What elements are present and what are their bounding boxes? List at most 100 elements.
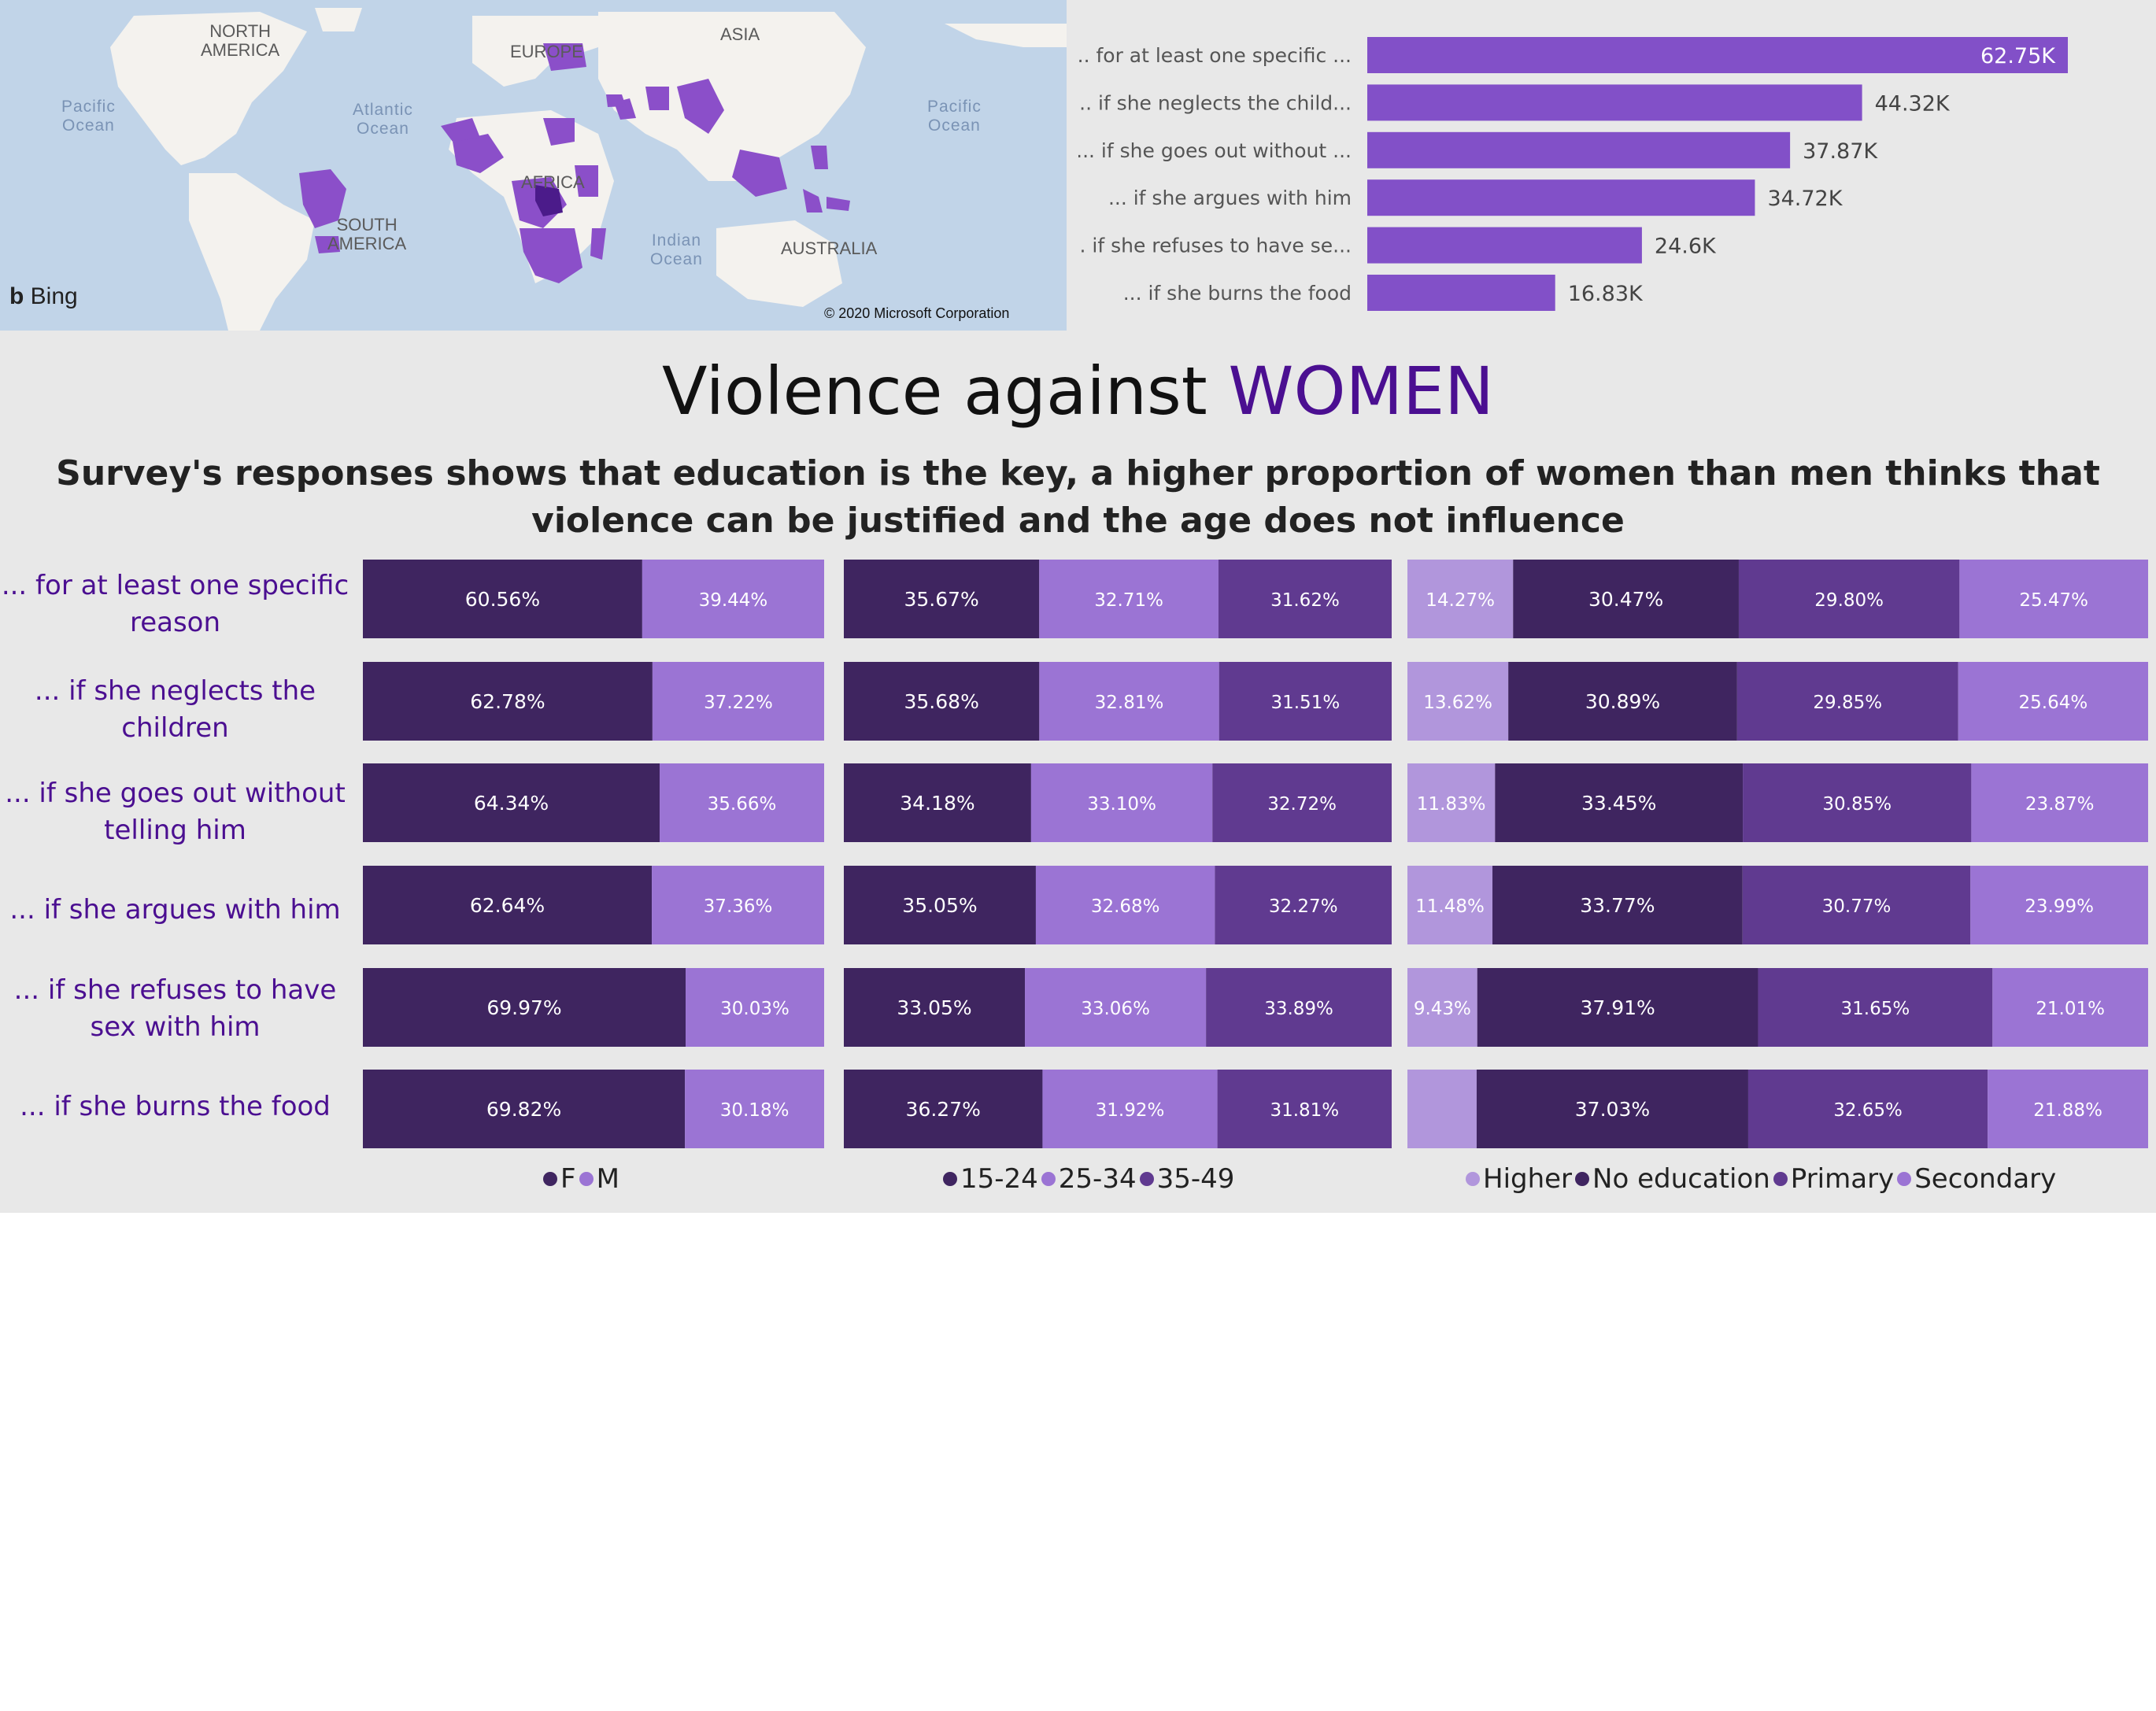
top-bar (1367, 84, 1862, 121)
stacked-segment (1742, 866, 1971, 944)
legend-label: 25-34 (1058, 1163, 1137, 1195)
stacked-segment (1958, 662, 2148, 741)
dashboard: NORTH AMERICA EUROPE ASIA Pacific Ocean … (0, 0, 2156, 1213)
stacked-segment (1747, 1070, 1988, 1148)
stacked-segment (1738, 560, 1960, 638)
stacked-segment-label: 69.97% (486, 996, 561, 1019)
stacked-segment-label: 31.92% (1096, 1100, 1165, 1121)
legend-dot-icon (1139, 1172, 1154, 1186)
stacked-segment (1030, 763, 1213, 842)
bing-label: Bing (30, 283, 78, 309)
stacked-segment-label: 60.56% (465, 588, 540, 611)
legend-item[interactable]: F (543, 1163, 576, 1195)
stacked-segment-label: 13.62% (1423, 693, 1492, 713)
bing-logo: b Bing (9, 283, 78, 310)
stacked-segment-label: 35.05% (902, 894, 977, 917)
legend-item[interactable]: 25-34 (1041, 1163, 1137, 1195)
stacked-segment-label: 64.34% (474, 792, 549, 815)
stacked-segment (1508, 662, 1737, 741)
stacked-segment-label: 33.89% (1264, 999, 1333, 1019)
top-bar-category-label: ... if she refuses to have se... (1078, 235, 1352, 257)
row-label: ... if she refuses to have sex with him (13, 974, 337, 1043)
age-stacked-chart[interactable]: 35.67% 32.71% 31.62% 35.68% 32.81% 31.51% 34.1… (844, 560, 1392, 1153)
stacked-segment (1476, 1070, 1748, 1148)
top-bar-value-label: 16.83K (1568, 282, 1644, 306)
highlighted-country-dark (535, 185, 563, 216)
map-copyright: © 2020 Microsoft Corporation (824, 305, 1010, 321)
stacked-segment (844, 1070, 1043, 1148)
stacked-segment (1215, 866, 1392, 944)
top-bar-chart[interactable]: ... for at least one specific ... 62.75K.… (1067, 24, 2156, 323)
legend-dot-icon (1466, 1172, 1480, 1186)
age-legend[interactable]: 15-24 25-34 35-49 (943, 1163, 1237, 1195)
stacked-segment-label: 21.01% (2036, 999, 2105, 1019)
stacked-segment (1492, 866, 1743, 944)
stacked-segment (1495, 763, 1744, 842)
stacked-segment-label: 25.47% (2019, 590, 2088, 611)
stacked-segment-label: 11.83% (1417, 794, 1486, 815)
stacked-segment-label: 32.72% (1267, 794, 1337, 815)
legend-item[interactable]: 35-49 (1139, 1163, 1235, 1195)
map-label-pacific-right: Pacific Ocean (927, 98, 982, 135)
stacked-segment (1736, 662, 1958, 741)
legend-label: Higher (1483, 1163, 1573, 1195)
legend-label: Secondary (1914, 1163, 2057, 1195)
stacked-segment (652, 662, 824, 741)
row-label: ... if she neglects the children (34, 675, 316, 744)
stacked-segment-label: 33.06% (1081, 999, 1150, 1019)
map-label-south-america: SOUTH AMERICA (327, 215, 407, 253)
stacked-segment-label: 32.65% (1833, 1100, 1903, 1121)
stacked-segment (844, 763, 1031, 842)
legend-dot-icon (1041, 1172, 1056, 1186)
stacked-segment (1971, 763, 2148, 842)
row-label: ... if she goes out without telling him (5, 778, 346, 846)
stacked-segment-label: 35.66% (708, 794, 777, 815)
legend-item[interactable]: Secondary (1897, 1163, 2056, 1195)
legend-label: 35-49 (1156, 1163, 1235, 1195)
stacked-segment-label: 34.18% (900, 792, 974, 815)
stacked-segment (642, 560, 824, 638)
top-bar-category-label: ... for at least one specific ... (1078, 44, 1352, 67)
stacked-segment (1039, 560, 1219, 638)
stacked-segment-label: 36.27% (906, 1098, 981, 1121)
legend-item[interactable]: No education (1575, 1163, 1770, 1195)
stacked-segment-label: 69.82% (486, 1098, 561, 1121)
stacked-segment-label: 33.10% (1087, 794, 1156, 815)
top-bar-value-label: 24.6K (1655, 235, 1717, 259)
title-accent: WOMEN (1228, 353, 1494, 430)
stacked-segment-label: 33.05% (897, 996, 971, 1019)
stacked-segment (1025, 968, 1207, 1047)
stacked-segment-label: 30.18% (720, 1100, 790, 1121)
stacked-segment-label: 37.22% (704, 693, 773, 713)
stacked-segment-label: 25.64% (2019, 693, 2088, 713)
legend-label: 15-24 (960, 1163, 1038, 1195)
stacked-segment (363, 763, 660, 842)
row-label: ... if she burns the food (20, 1090, 331, 1122)
legend-dot-icon (943, 1172, 957, 1186)
stacked-segment (1035, 866, 1215, 944)
education-legend[interactable]: Higher No education Primary Secondary (1466, 1163, 2059, 1195)
stacked-segment (1042, 1070, 1218, 1148)
legend-item[interactable]: Primary (1773, 1163, 1894, 1195)
stacked-segment (844, 866, 1036, 944)
stacked-segment (844, 560, 1040, 638)
stacked-segment-label: 29.85% (1813, 693, 1882, 713)
stacked-segment (1218, 560, 1392, 638)
legend-item[interactable]: M (579, 1163, 619, 1195)
stacked-segment-label: 37.03% (1575, 1098, 1650, 1121)
stacked-segment-label: 11.48% (1415, 896, 1485, 917)
legend-item[interactable]: 15-24 (943, 1163, 1038, 1195)
stacked-segment-label: 31.81% (1270, 1100, 1339, 1121)
stacked-segment (660, 763, 824, 842)
stacked-segment-label: 37.91% (1580, 996, 1655, 1019)
top-bar-category-label: ... if she burns the food (1123, 282, 1352, 305)
top-bar (1367, 227, 1642, 264)
stacked-segment-label: 29.80% (1814, 590, 1884, 611)
gender-stacked-chart[interactable]: 60.56% 39.44% 62.78% 37.22% 64.34% 35.66% 62.6… (363, 560, 824, 1153)
stacked-segment (844, 968, 1026, 1047)
education-stacked-chart[interactable]: 14.27% 30.47% 29.80% 25.47% 13.62% 30.89% 29.8… (1407, 560, 2148, 1153)
legend-item[interactable]: Higher (1466, 1163, 1572, 1195)
map-visual[interactable]: NORTH AMERICA EUROPE ASIA Pacific Ocean … (0, 0, 1067, 331)
row-label: ... if she argues with him (9, 893, 341, 926)
